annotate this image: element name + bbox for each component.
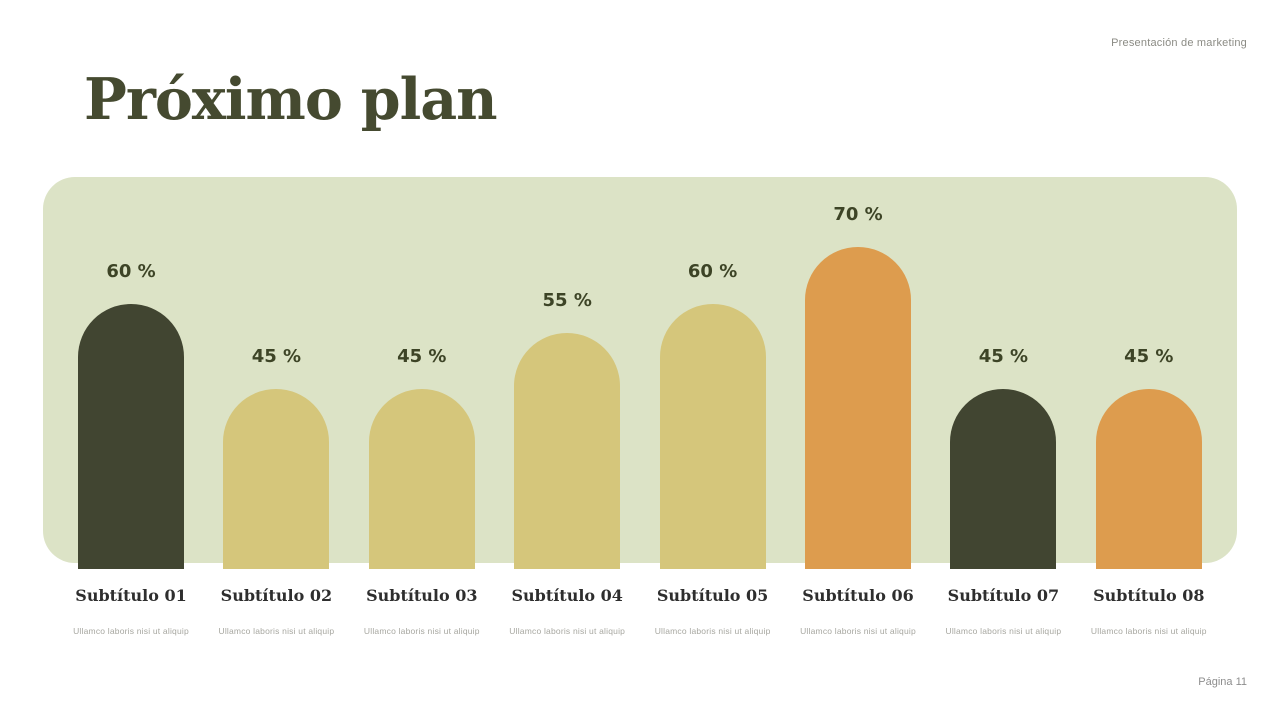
bar-description: Ullamco laboris nisi ut aliquip xyxy=(945,626,1062,636)
bar-value-label: 55 % xyxy=(542,290,592,311)
bar-category-label: Subtítulo 02 xyxy=(220,586,333,605)
bar xyxy=(805,247,911,569)
bar xyxy=(223,389,330,569)
bar-category-label: Subtítulo 01 xyxy=(75,586,187,605)
bar-value-label: 45 % xyxy=(251,346,302,367)
bar-description: Ullamco laboris nisi ut aliquip xyxy=(218,626,335,636)
bar xyxy=(950,389,1057,569)
bar-value-label: 45 % xyxy=(978,346,1029,367)
bar-description: Ullamco laboris nisi ut aliquip xyxy=(800,626,916,636)
chart-panel xyxy=(43,177,1237,563)
bar xyxy=(659,304,766,569)
bar xyxy=(368,389,475,569)
bar-category-label: Subtítulo 05 xyxy=(656,586,769,605)
bar-value-label: 70 % xyxy=(833,204,883,225)
bar xyxy=(1095,389,1202,569)
bar-description: Ullamco laboris nisi ut aliquip xyxy=(654,626,771,636)
bar-description: Ullamco laboris nisi ut aliquip xyxy=(1090,626,1207,636)
bar-category-label: Subtítulo 06 xyxy=(802,586,914,605)
page-number-label: Página 11 xyxy=(1198,676,1247,688)
bar-description: Ullamco laboris nisi ut aliquip xyxy=(73,626,189,636)
bar-description: Ullamco laboris nisi ut aliquip xyxy=(509,626,626,636)
bar xyxy=(514,333,621,569)
bar-description: Ullamco laboris nisi ut aliquip xyxy=(363,626,480,636)
bar-value-label: 60 % xyxy=(106,261,156,282)
bar-value-label: 45 % xyxy=(397,346,447,367)
bar-value-label: 45 % xyxy=(1124,346,1174,367)
bar-category-label: Subtítulo 08 xyxy=(1093,586,1205,605)
bar-category-label: Subtítulo 07 xyxy=(947,586,1060,605)
bar-category-label: Subtítulo 03 xyxy=(366,586,478,605)
bar xyxy=(78,304,184,569)
bar-category-label: Subtítulo 04 xyxy=(511,586,623,605)
bar-value-label: 60 % xyxy=(687,261,738,282)
presentation-header-label: Presentación de marketing xyxy=(1111,37,1247,49)
page-title: Próximo plan xyxy=(84,66,498,133)
